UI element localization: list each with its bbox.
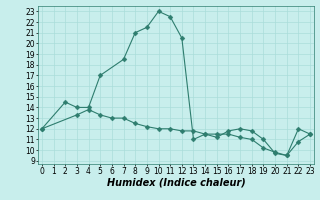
- X-axis label: Humidex (Indice chaleur): Humidex (Indice chaleur): [107, 178, 245, 188]
